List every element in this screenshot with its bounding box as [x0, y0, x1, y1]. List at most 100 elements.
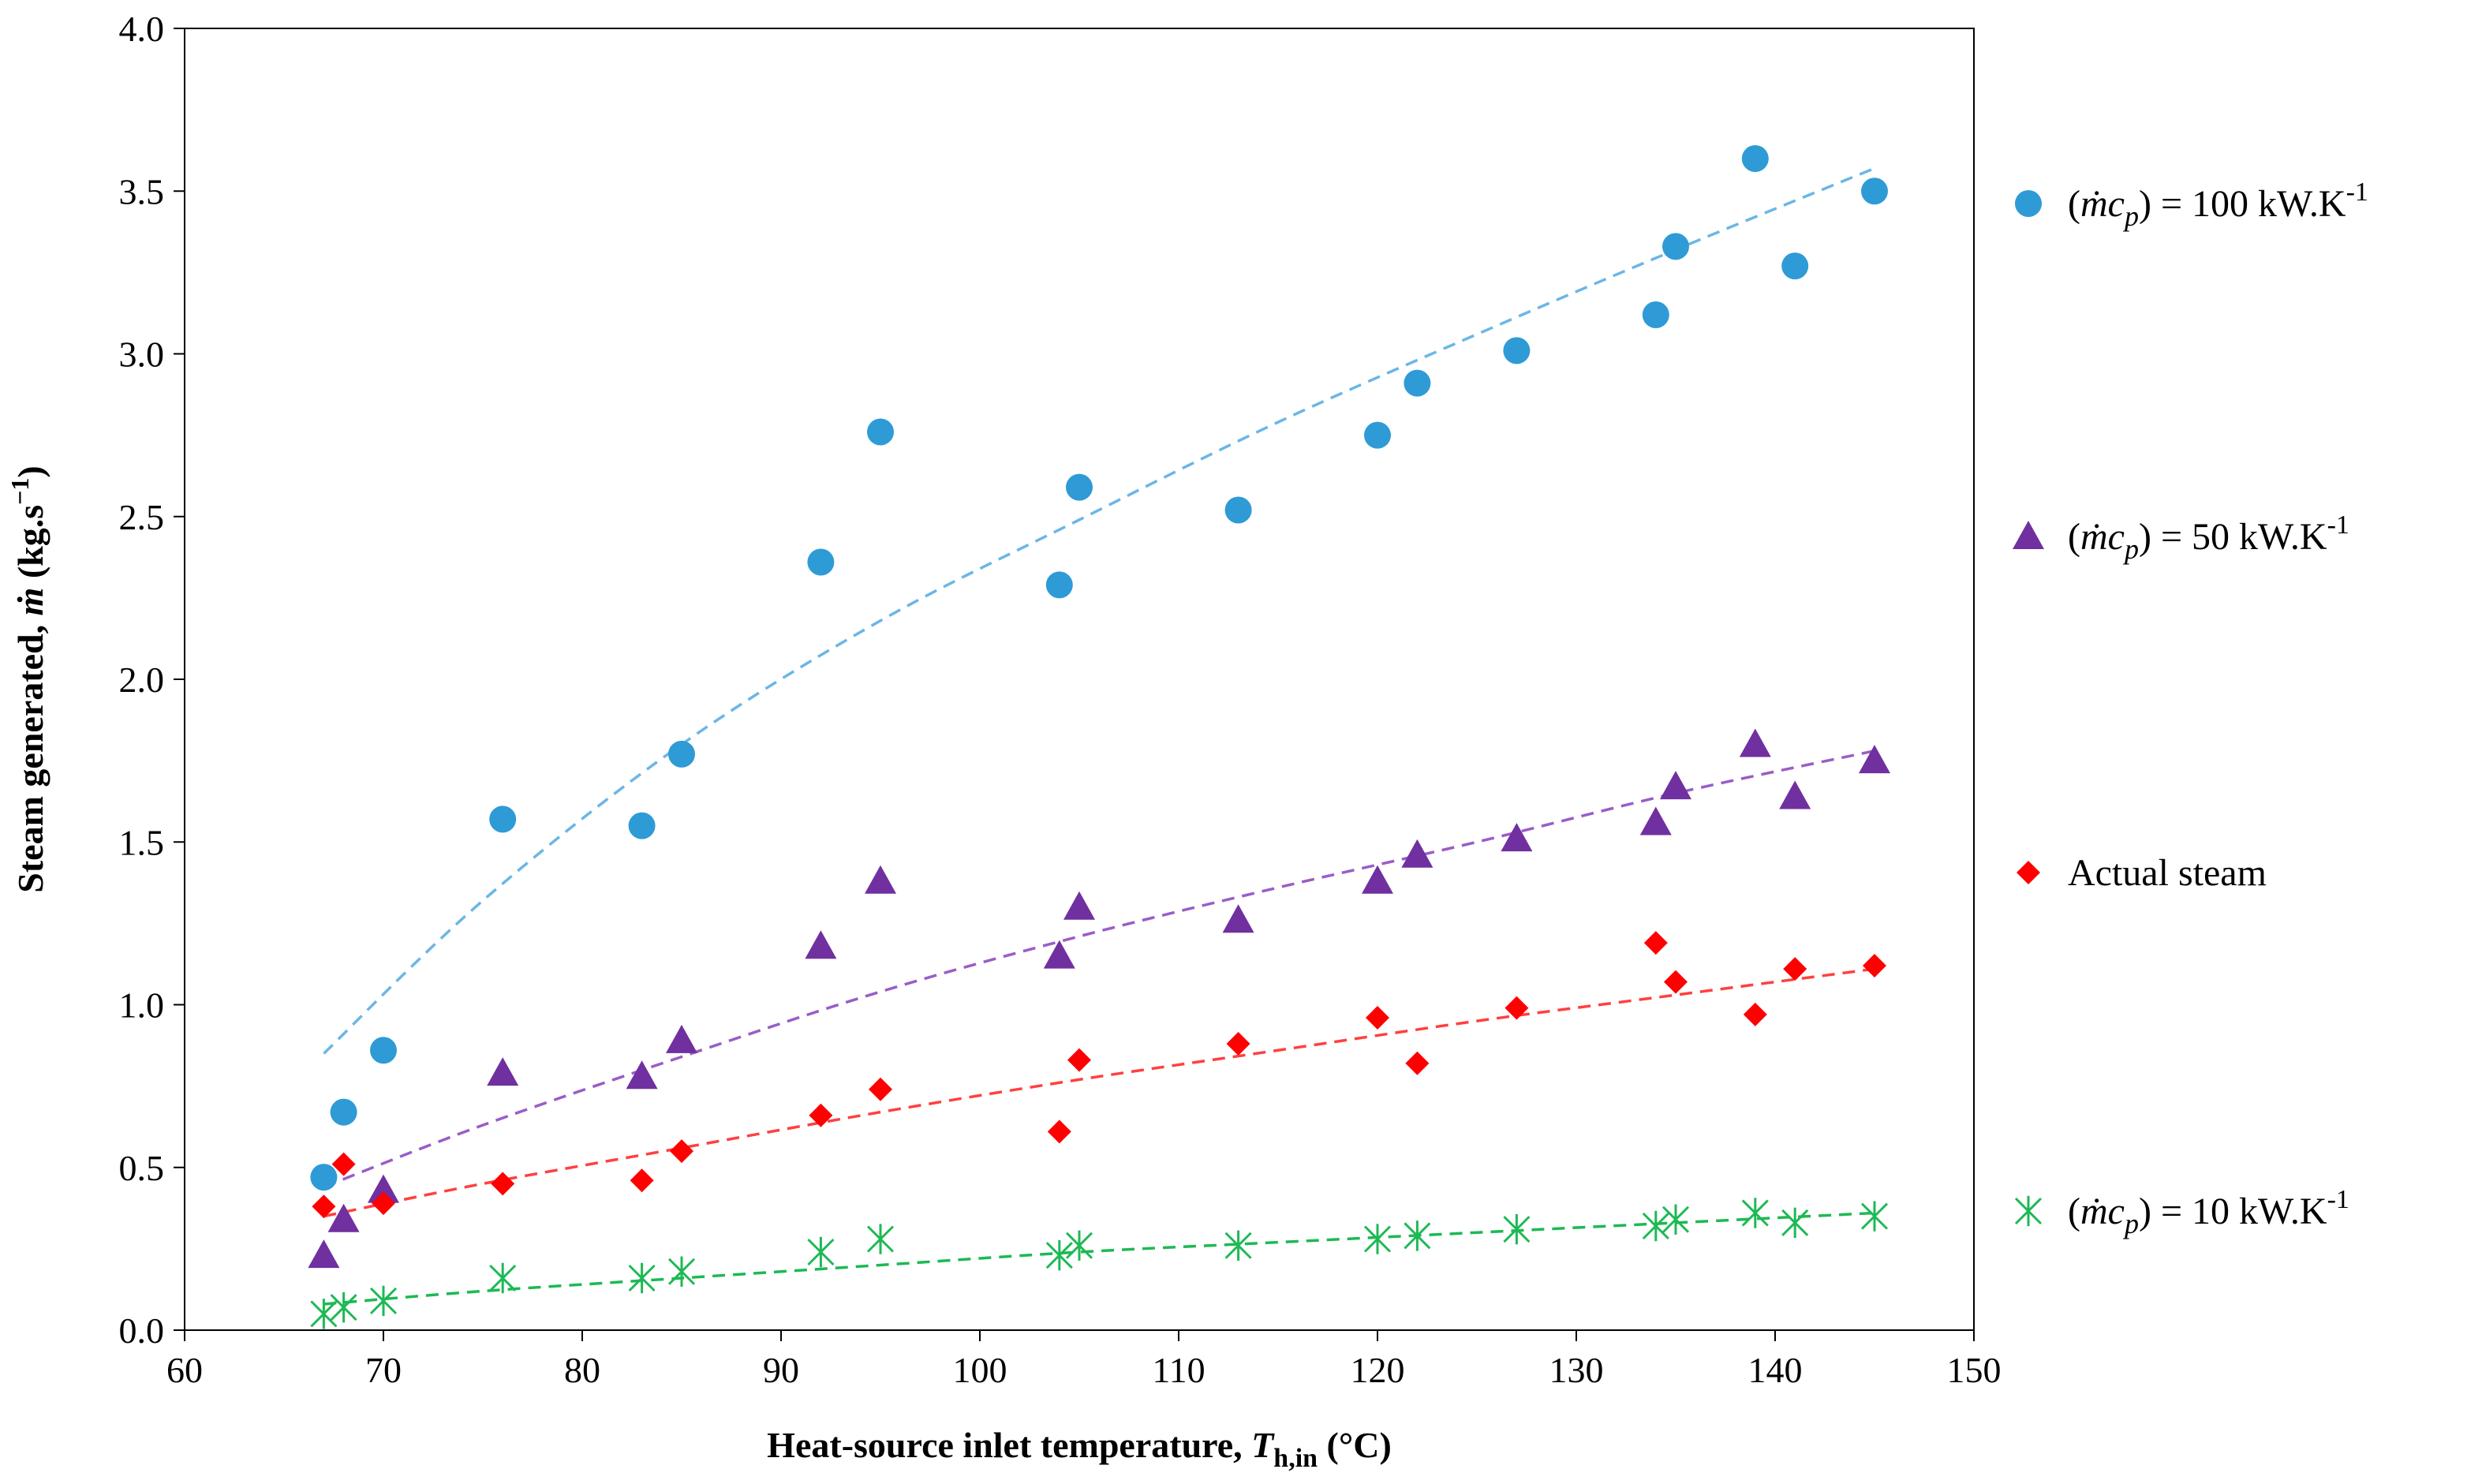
y-tick-label: 1.5	[119, 822, 165, 862]
point-s100	[1224, 496, 1252, 524]
point-actual	[331, 1152, 356, 1176]
y-tick-label: 0.0	[119, 1310, 165, 1351]
point-s10	[1404, 1220, 1431, 1251]
point-s10	[330, 1291, 357, 1323]
point-s10	[1065, 1230, 1093, 1261]
point-s50	[487, 1057, 519, 1086]
legend-item-actual: Actual steam	[2017, 852, 2267, 894]
trendline-actual	[323, 967, 1875, 1218]
y-tick-label: 1.0	[119, 985, 165, 1026]
series-actual	[312, 931, 1886, 1219]
legend-marker-s100	[2015, 190, 2042, 217]
point-s100	[1066, 473, 1093, 501]
point-s50	[1660, 771, 1691, 800]
point-actual	[1067, 1048, 1091, 1072]
point-s10	[866, 1224, 895, 1254]
point-actual	[1863, 954, 1886, 977]
legend-marker-s10	[2014, 1195, 2043, 1227]
point-s50	[1222, 904, 1254, 933]
legend-label-s50: (ṁcp) = 50 kW.K-1	[2068, 510, 2349, 565]
point-s50	[1362, 865, 1393, 894]
trendline-s50	[323, 749, 1875, 1189]
point-s10	[1741, 1198, 1769, 1228]
y-tick-label: 3.5	[119, 171, 165, 211]
x-tick-label: 140	[1748, 1350, 1803, 1390]
point-actual	[1504, 996, 1529, 1020]
legend-marker-actual	[2017, 861, 2040, 884]
point-s100	[1503, 337, 1531, 364]
point-s100	[1045, 571, 1073, 599]
point-actual	[869, 1077, 892, 1101]
point-s100	[1741, 145, 1769, 172]
point-s50	[1063, 891, 1095, 920]
y-tick-label: 2.0	[119, 660, 165, 700]
point-s50	[1859, 745, 1890, 774]
point-s50	[327, 1203, 360, 1232]
point-actual	[630, 1168, 654, 1193]
point-s10	[489, 1262, 517, 1294]
x-tick-label: 110	[1152, 1350, 1205, 1390]
point-s100	[1404, 369, 1431, 397]
point-actual	[1664, 970, 1688, 994]
point-s50	[1639, 806, 1672, 835]
series-s50	[308, 728, 1890, 1269]
y-tick-label: 2.5	[119, 497, 165, 537]
point-s50	[1401, 839, 1433, 868]
point-s100	[370, 1037, 397, 1064]
x-tick-label: 70	[365, 1350, 402, 1390]
x-tick-label: 80	[564, 1350, 600, 1390]
y-tick-label: 4.0	[119, 9, 165, 49]
point-s10	[667, 1256, 696, 1287]
point-actual	[670, 1139, 693, 1164]
legend-item-s50: (ṁcp) = 50 kW.K-1	[2013, 510, 2349, 565]
legend-marker-s50	[2013, 521, 2044, 549]
point-s100	[628, 812, 656, 839]
point-actual	[1405, 1051, 1430, 1075]
point-actual	[372, 1191, 395, 1216]
point-s50	[805, 930, 837, 959]
legend-label-actual: Actual steam	[2068, 852, 2267, 894]
point-s50	[1739, 728, 1771, 757]
point-actual	[1366, 1006, 1389, 1030]
data-markers	[308, 145, 1890, 1329]
trendlines	[323, 166, 1875, 1306]
point-actual	[809, 1103, 833, 1127]
x-axis-ticks: 60 70 80 90 100 110 120 130 140 150	[166, 1330, 2002, 1390]
point-s50	[626, 1060, 658, 1090]
point-s10	[310, 1299, 338, 1329]
point-s10	[1224, 1230, 1252, 1261]
legend-label-s100: (ṁcp) = 100 kW.K-1	[2068, 178, 2368, 232]
y-tick-label: 3.0	[119, 335, 165, 375]
point-s100	[668, 740, 695, 768]
point-s50	[1501, 823, 1533, 852]
point-actual	[1743, 1002, 1767, 1026]
point-actual	[491, 1172, 515, 1196]
legend-item-s10: (ṁcp) = 10 kW.K-1	[2014, 1185, 2349, 1239]
x-tick-label: 60	[166, 1350, 203, 1390]
point-s10	[1860, 1201, 1889, 1232]
point-s10	[1363, 1224, 1392, 1254]
point-s10	[1503, 1213, 1531, 1245]
x-tick-label: 130	[1549, 1350, 1604, 1390]
point-s10	[628, 1262, 656, 1294]
point-actual	[1047, 1120, 1071, 1144]
point-s50	[368, 1174, 399, 1203]
point-s10	[1045, 1239, 1073, 1271]
series-s10	[310, 1198, 1889, 1329]
trendline-s100	[323, 166, 1875, 1055]
point-actual	[1783, 957, 1807, 981]
point-s100	[807, 548, 835, 576]
point-s50	[308, 1239, 340, 1269]
point-actual	[312, 1194, 336, 1219]
point-actual	[1643, 931, 1668, 955]
point-s100	[1861, 178, 1888, 205]
point-s50	[865, 865, 896, 894]
y-tick-label: 0.5	[119, 1148, 165, 1188]
point-actual	[1226, 1032, 1250, 1056]
legend: (ṁcp) = 100 kW.K-1 (ṁcp) = 50 kW.K-1 Actua…	[2013, 178, 2368, 1239]
point-s100	[1781, 252, 1809, 280]
point-s50	[1779, 780, 1811, 809]
point-s10	[1781, 1207, 1809, 1239]
y-axis-title: Steam generated, ṁ (kg.s−1)	[6, 465, 50, 892]
